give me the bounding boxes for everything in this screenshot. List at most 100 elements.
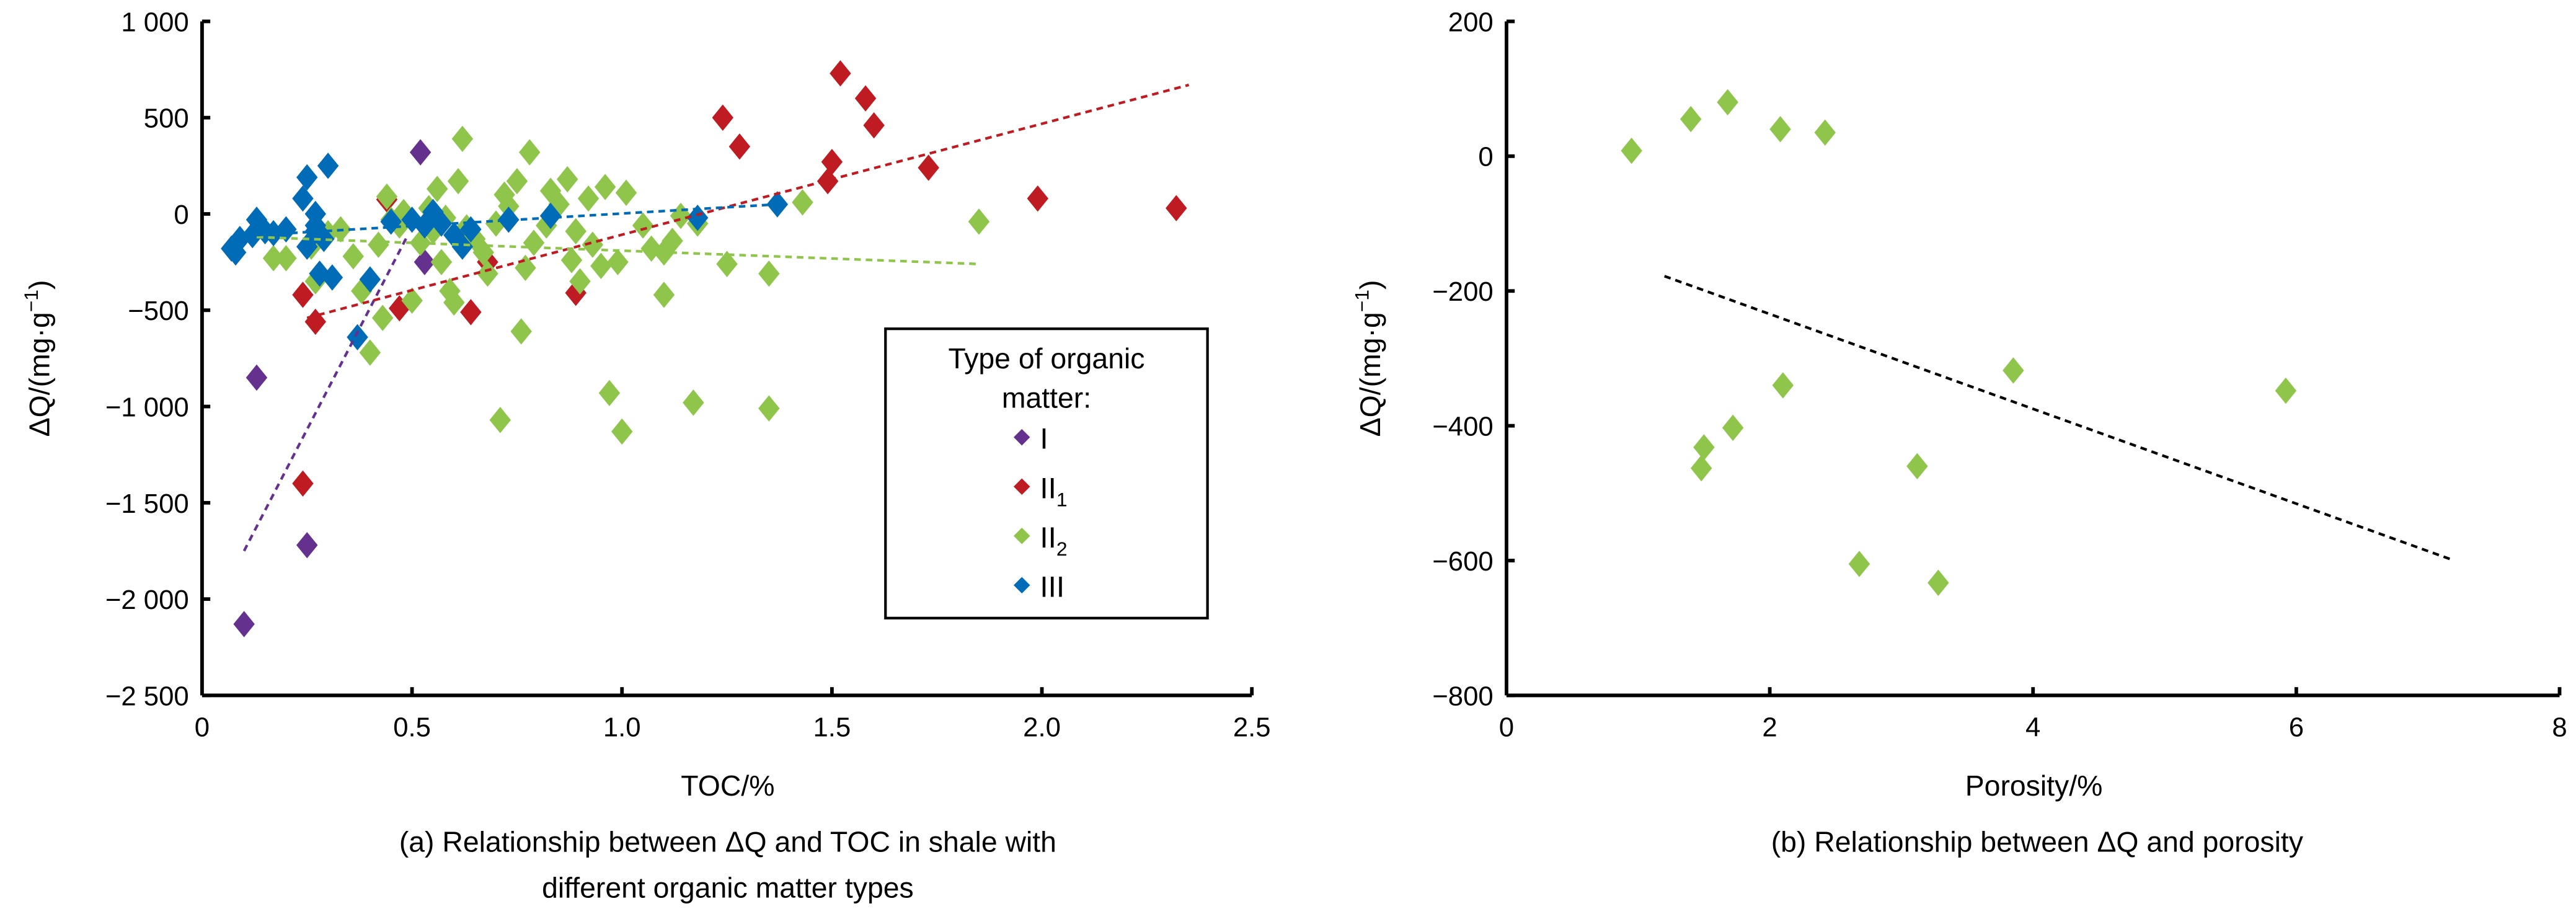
y-tick-label: −600	[1432, 546, 1493, 577]
data-point	[262, 245, 285, 272]
y-tick-label: −2 500	[105, 681, 189, 711]
legend-label: I	[1040, 423, 1048, 456]
y-tick-label: −1 000	[105, 392, 189, 422]
data-point	[607, 249, 629, 275]
data-point	[1680, 105, 1702, 133]
panel-a-x-axis-title: TOC/%	[681, 770, 774, 802]
data-point	[519, 139, 541, 166]
data-point	[342, 243, 364, 270]
trendline-I	[242, 234, 409, 552]
y-tick-label: 500	[144, 104, 189, 134]
data-point	[560, 247, 583, 273]
legend-entry: II1	[1013, 472, 1068, 511]
data-point	[1693, 434, 1715, 461]
panel-b-y-axis-title: ΔQ/(mg·g−1)	[1350, 280, 1386, 437]
data-point	[368, 231, 389, 258]
y-title-main: ΔQ/(mg·g	[1354, 312, 1386, 437]
panel-b-x-axis-title: Porosity/%	[1965, 770, 2103, 802]
data-point	[2275, 377, 2297, 404]
legend-box	[884, 327, 1209, 619]
data-point	[430, 249, 453, 275]
y-tick-label: −400	[1432, 412, 1493, 442]
data-point	[653, 282, 675, 308]
data-point	[569, 268, 591, 295]
panel-a-legend: Type of organic matter: I II1 II2 III	[884, 327, 1209, 619]
y-title-sup: −1	[20, 290, 42, 312]
data-point	[1906, 453, 1928, 480]
data-point	[292, 470, 314, 497]
data-point	[854, 85, 877, 112]
y-tick-label: 0	[1478, 142, 1493, 172]
x-tick-label: 4	[2025, 712, 2040, 743]
y-title-close: )	[1354, 280, 1386, 290]
data-point	[359, 339, 381, 366]
data-point	[414, 249, 436, 275]
data-point	[1027, 185, 1049, 212]
data-point	[359, 266, 381, 293]
data-point	[443, 289, 465, 316]
data-point	[510, 318, 532, 345]
trendline-II1	[306, 83, 1190, 319]
data-point	[1928, 569, 1949, 597]
data-point	[309, 260, 330, 287]
x-tick-label: 8	[2552, 712, 2567, 743]
panel-a-caption-line1: (a) Relationship between ΔQ and TOC in s…	[399, 825, 1056, 858]
data-point	[1772, 372, 1794, 399]
data-point	[712, 104, 734, 131]
data-point	[683, 389, 704, 416]
data-point	[590, 252, 612, 280]
panel-a-trendlines	[242, 83, 1190, 552]
data-point	[611, 418, 633, 445]
data-point	[1769, 116, 1791, 143]
data-point	[968, 208, 990, 235]
x-tick-label: 2	[1762, 712, 1777, 743]
data-point	[498, 193, 520, 220]
data-point	[376, 183, 398, 210]
y-tick-label: −200	[1432, 277, 1493, 307]
data-point	[451, 125, 474, 153]
y-tick-label: −500	[128, 296, 188, 326]
y-tick-label: −2 000	[105, 585, 189, 615]
y-title-main: ΔQ/(mg·g	[24, 312, 56, 437]
x-tick-label: 1.0	[603, 712, 641, 743]
trendline-II2	[256, 236, 980, 265]
data-point	[296, 531, 318, 559]
data-point	[371, 304, 394, 331]
data-point	[1166, 195, 1187, 221]
series-II2	[1621, 89, 2297, 597]
y-tick-label: 1 000	[121, 7, 188, 37]
data-point	[523, 229, 545, 256]
x-tick-label: 2.0	[1023, 712, 1061, 743]
data-point	[447, 168, 469, 195]
data-point	[498, 206, 520, 233]
x-tick-label: 0.5	[393, 712, 431, 743]
data-point	[686, 205, 709, 231]
legend-title-line2: matter:	[1002, 381, 1091, 414]
data-point	[918, 154, 939, 181]
legend-entry: I	[1013, 423, 1048, 456]
data-point	[1848, 551, 1870, 577]
y-tick-label: 200	[1448, 7, 1494, 37]
data-point	[477, 260, 498, 287]
y-tick-label: −800	[1432, 681, 1493, 711]
data-point	[758, 395, 780, 422]
data-point	[758, 260, 780, 287]
legend-marker-diamond	[1013, 478, 1030, 495]
legend-label: III	[1040, 570, 1064, 603]
data-point	[2003, 357, 2024, 384]
x-tick-label: 0	[195, 712, 210, 743]
trendline-II2	[1664, 275, 2455, 562]
data-point	[863, 112, 885, 139]
data-point	[632, 212, 654, 239]
data-point	[728, 133, 751, 160]
data-point	[409, 139, 432, 166]
data-point	[1717, 89, 1738, 116]
data-point	[577, 185, 600, 212]
data-point	[489, 407, 511, 433]
y-title-sup: −1	[1350, 290, 1373, 312]
data-point	[351, 278, 373, 304]
